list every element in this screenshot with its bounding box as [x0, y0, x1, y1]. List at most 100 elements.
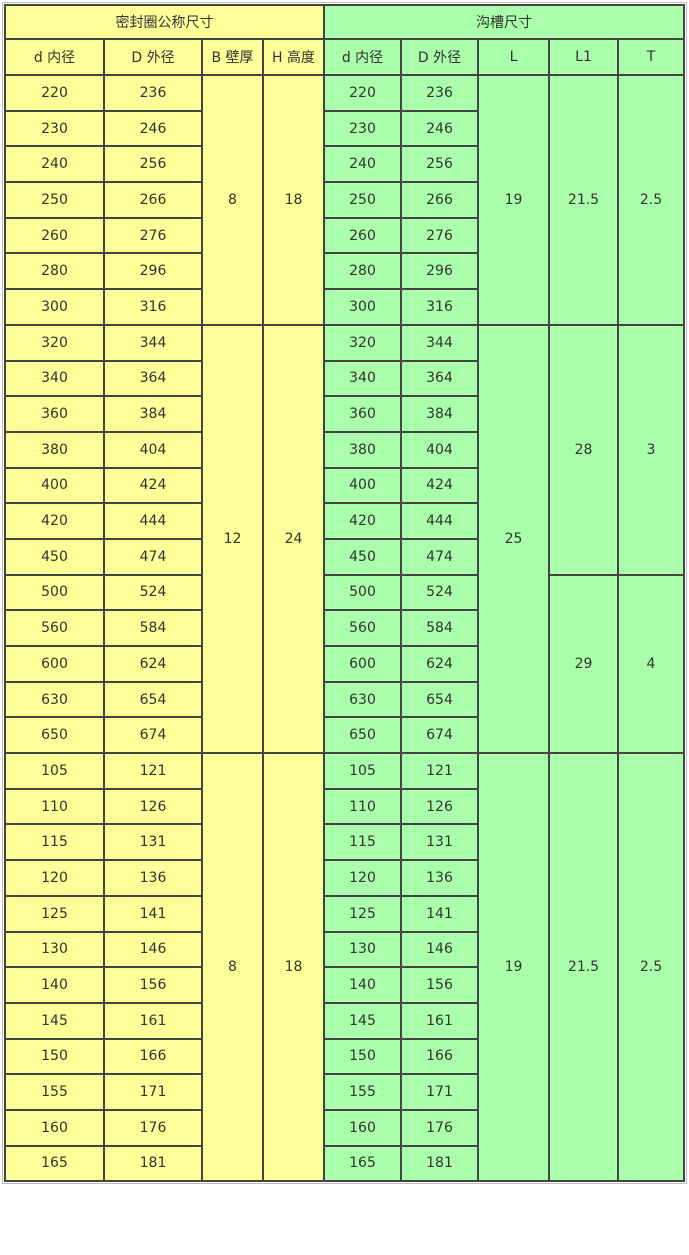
groove-inner-diameter: 650 — [323, 716, 402, 755]
seal-outer-diameter: 236 — [103, 74, 203, 112]
table-row: 360 384 360 384 — [4, 395, 684, 433]
seal-outer-diameter: 126 — [103, 787, 203, 826]
groove-outer-diameter: 146 — [400, 930, 479, 969]
table-row: 560 584 560 584 — [4, 609, 684, 647]
seal-inner-diameter: 140 — [4, 966, 105, 1004]
seal-inner-diameter: 240 — [4, 145, 105, 184]
seal-outer-diameter: 404 — [103, 430, 203, 469]
table-row: 450 474 450 474 — [4, 537, 684, 576]
col-header-seal-d: d 内径 — [4, 38, 105, 76]
seal-inner-diameter: 380 — [4, 430, 105, 469]
table-row: 240 256 240 256 — [4, 145, 684, 184]
groove-inner-diameter: 105 — [323, 752, 402, 790]
groove-inner-diameter: 450 — [323, 537, 402, 576]
seal-inner-diameter: 115 — [4, 823, 105, 862]
groove-inner-diameter: 420 — [323, 502, 402, 540]
groove-outer-diameter: 276 — [400, 216, 479, 255]
seal-outer-diameter: 654 — [103, 680, 203, 719]
seal-inner-diameter: 560 — [4, 609, 105, 647]
seal-outer-diameter: 424 — [103, 466, 203, 505]
seal-inner-diameter: 145 — [4, 1001, 105, 1040]
seal-inner-diameter: 500 — [4, 573, 105, 612]
seal-wall-thickness: 12 — [201, 323, 264, 755]
groove-inner-diameter: 630 — [323, 680, 402, 719]
seal-height: 18 — [262, 74, 325, 326]
groove-T: 2.5 — [617, 74, 685, 326]
seal-inner-diameter: 150 — [4, 1037, 105, 1076]
seal-outer-diameter: 674 — [103, 716, 203, 755]
groove-outer-diameter: 404 — [400, 430, 479, 469]
seal-inner-diameter: 320 — [4, 323, 105, 362]
seal-inner-diameter: 155 — [4, 1073, 105, 1111]
seal-outer-diameter: 384 — [103, 395, 203, 433]
groove-inner-diameter: 155 — [323, 1073, 402, 1111]
groove-outer-diameter: 364 — [400, 359, 479, 398]
seal-outer-diameter: 166 — [103, 1037, 203, 1076]
table-row: 340 364 340 364 — [4, 359, 684, 398]
groove-inner-diameter: 260 — [323, 216, 402, 255]
groove-outer-diameter: 654 — [400, 680, 479, 719]
groove-outer-diameter: 181 — [400, 1144, 479, 1183]
groove-size-header: 沟槽尺寸 — [323, 4, 685, 40]
groove-outer-diameter: 344 — [400, 323, 479, 362]
seal-inner-diameter: 165 — [4, 1144, 105, 1183]
table-row: 105 121 8 18 105 121 19 21.5 2.5 — [4, 752, 685, 1183]
table-row: 160 176 160 176 — [4, 1108, 684, 1147]
groove-outer-diameter: 136 — [400, 859, 479, 897]
table-row: 500 524 500 524 29 4 — [4, 573, 685, 755]
groove-inner-diameter: 380 — [323, 430, 402, 469]
groove-inner-diameter: 320 — [323, 323, 402, 362]
groove-inner-diameter: 220 — [323, 74, 402, 112]
seal-inner-diameter: 650 — [4, 716, 105, 755]
groove-outer-diameter: 384 — [400, 395, 479, 433]
seal-outer-diameter: 444 — [103, 502, 203, 540]
seal-inner-diameter: 230 — [4, 109, 105, 148]
col-header-groove-L: L — [477, 38, 550, 76]
col-header-seal-H: H 高度 — [262, 38, 325, 76]
groove-outer-diameter: 171 — [400, 1073, 479, 1111]
table-row: 230 246 230 246 — [4, 109, 684, 148]
seal-wall-thickness: 8 — [201, 74, 264, 326]
groove-outer-diameter: 236 — [400, 74, 479, 112]
groove-inner-diameter: 145 — [323, 1001, 402, 1040]
groove-outer-diameter: 161 — [400, 1001, 479, 1040]
groove-outer-diameter: 674 — [400, 716, 479, 755]
groove-inner-diameter: 110 — [323, 787, 402, 826]
table-row: 130 146 130 146 — [4, 930, 684, 969]
groove-outer-diameter: 246 — [400, 109, 479, 148]
groove-outer-diameter: 474 — [400, 537, 479, 576]
seal-outer-diameter: 624 — [103, 645, 203, 683]
table-row: 250 266 250 266 — [4, 181, 684, 219]
seal-inner-diameter: 450 — [4, 537, 105, 576]
seal-outer-diameter: 246 — [103, 109, 203, 148]
groove-outer-diameter: 524 — [400, 573, 479, 612]
seal-outer-diameter: 276 — [103, 216, 203, 255]
header-row-columns: d 内径 D 外径 B 壁厚 H 高度 d 内径 D 外径 L L1 T — [4, 38, 685, 76]
col-header-seal-D: D 外径 — [103, 38, 203, 76]
groove-L: 19 — [477, 74, 550, 326]
seal-dimension-table: 密封圈公称尺寸 沟槽尺寸 d 内径 D 外径 B 壁厚 H 高度 d 内径 D … — [4, 4, 685, 1183]
table-row: 110 126 110 126 — [4, 787, 684, 826]
seal-outer-diameter: 364 — [103, 359, 203, 398]
groove-outer-diameter: 176 — [400, 1108, 479, 1147]
seal-outer-diameter: 161 — [103, 1001, 203, 1040]
table-row: 280 296 280 296 — [4, 252, 684, 291]
groove-inner-diameter: 400 — [323, 466, 402, 505]
seal-inner-diameter: 360 — [4, 395, 105, 433]
groove-outer-diameter: 121 — [400, 752, 479, 790]
seal-inner-diameter: 260 — [4, 216, 105, 255]
seal-inner-diameter: 630 — [4, 680, 105, 719]
groove-outer-diameter: 141 — [400, 894, 479, 933]
groove-T: 4 — [617, 573, 685, 755]
seal-outer-diameter: 524 — [103, 573, 203, 612]
groove-L: 19 — [477, 752, 550, 1183]
seal-outer-diameter: 266 — [103, 181, 203, 219]
table-row: 220 236 8 18 220 236 19 21.5 2.5 — [4, 74, 685, 326]
seal-inner-diameter: 300 — [4, 288, 105, 326]
groove-inner-diameter: 500 — [323, 573, 402, 612]
table-row: 320 344 12 24 320 344 25 28 3 — [4, 323, 685, 755]
seal-outer-diameter: 316 — [103, 288, 203, 326]
table-row: 380 404 380 404 — [4, 430, 684, 469]
table-row: 600 624 600 624 — [4, 645, 684, 683]
groove-outer-diameter: 131 — [400, 823, 479, 862]
